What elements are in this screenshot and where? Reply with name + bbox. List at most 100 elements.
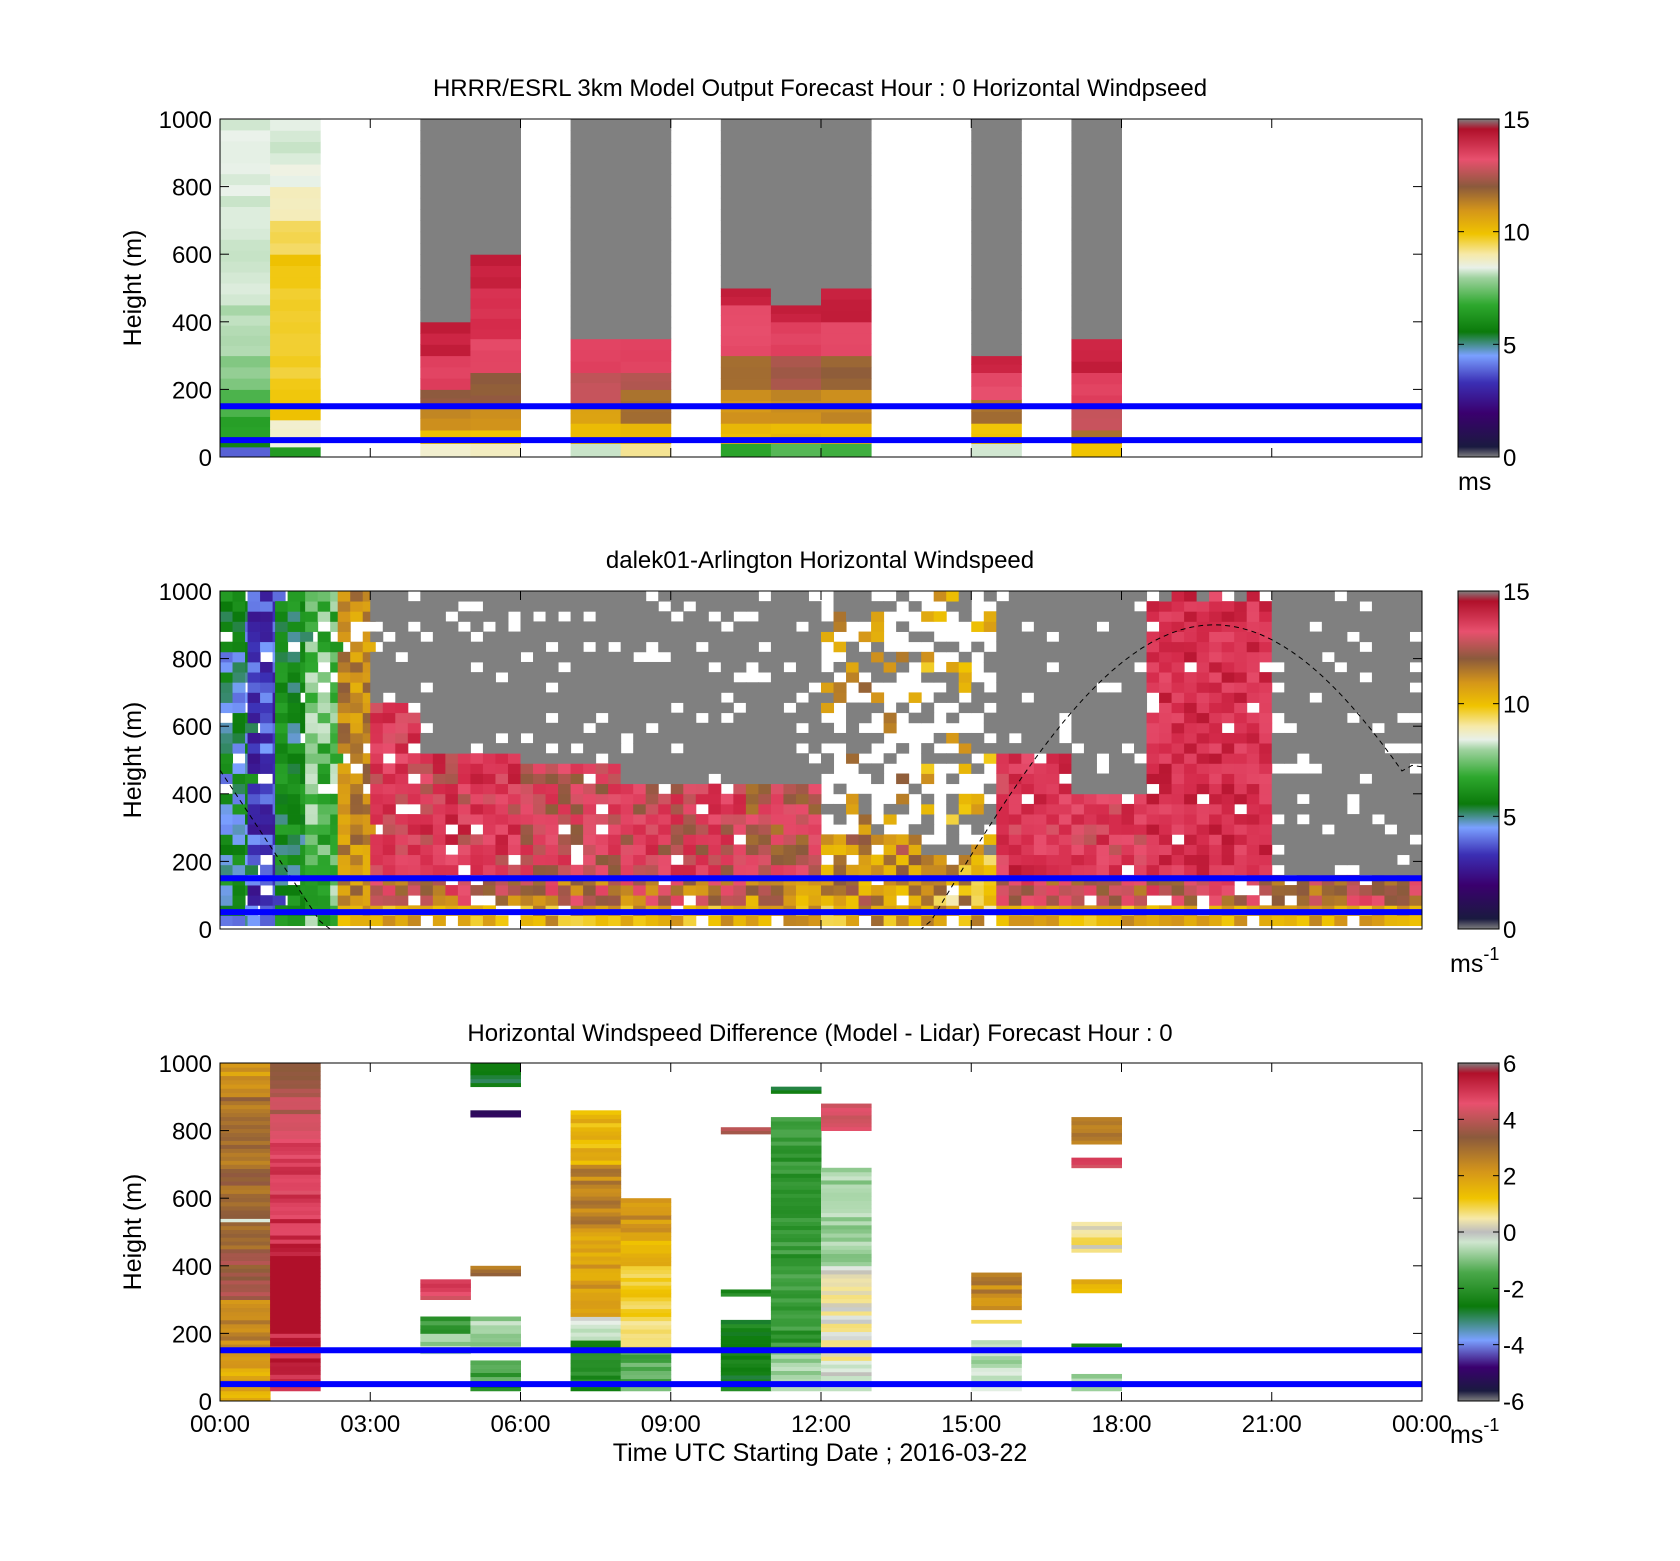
heatmap-cell xyxy=(420,1279,471,1284)
heatmap-cell xyxy=(420,333,471,345)
heatmap-cell xyxy=(220,206,271,218)
heatmap-cell xyxy=(382,621,396,632)
heatmap-cell xyxy=(247,692,261,703)
heatmap-cell xyxy=(683,915,697,927)
heatmap-cell xyxy=(808,743,822,754)
heatmap-cell xyxy=(1234,641,1248,653)
heatmap-cell xyxy=(846,793,860,805)
heatmap-cell xyxy=(1108,712,1122,724)
heatmap-cell xyxy=(821,1115,872,1120)
heatmap-cell xyxy=(1083,591,1097,602)
heatmap-cell xyxy=(247,651,261,663)
heatmap-cell xyxy=(305,753,319,764)
heatmap-cell xyxy=(220,1140,271,1145)
heatmap-cell xyxy=(220,1120,271,1126)
heatmap-cell xyxy=(921,672,935,683)
heatmap-cell xyxy=(1396,824,1410,835)
heatmap-cell xyxy=(1396,844,1410,856)
heatmap-cell xyxy=(871,732,885,744)
heatmap-cell xyxy=(595,844,609,856)
heatmap-cell xyxy=(770,1209,822,1214)
heatmap-cell xyxy=(821,1261,872,1267)
heatmap-cell xyxy=(1058,591,1072,602)
heatmap-cell xyxy=(247,854,261,866)
heatmap-cell xyxy=(733,844,747,856)
heatmap-cell xyxy=(570,732,584,744)
heatmap-cell xyxy=(1209,641,1223,653)
heatmap-cell xyxy=(670,672,684,683)
heatmap-cell xyxy=(1359,631,1373,643)
heatmap-cell xyxy=(720,753,734,764)
heatmap-cell xyxy=(220,1303,271,1309)
heatmap-cell xyxy=(1008,834,1022,845)
heatmap-cell xyxy=(1071,601,1085,612)
heatmap-area xyxy=(220,119,1422,458)
colorbar-tick-label: 2 xyxy=(1503,1164,1516,1191)
heatmap-cell xyxy=(871,854,885,866)
heatmap-cell xyxy=(1008,803,1022,815)
heatmap-cell xyxy=(317,885,331,896)
heatmap-cell xyxy=(445,621,459,632)
heatmap-cell xyxy=(720,651,734,663)
heatmap-cell xyxy=(1134,591,1148,602)
heatmap-cell xyxy=(846,743,860,754)
heatmap-cell xyxy=(305,702,319,714)
heatmap-cell xyxy=(1171,783,1185,795)
heatmap-cell xyxy=(420,885,434,896)
heatmap-cell xyxy=(1384,793,1398,805)
heatmap-cell xyxy=(1083,631,1097,643)
heatmap-cell xyxy=(287,712,301,724)
heatmap-cell xyxy=(758,722,772,734)
heatmap-cell xyxy=(470,288,521,299)
heatmap-cell xyxy=(583,793,597,805)
heatmap-cell xyxy=(382,591,396,602)
heatmap-cell xyxy=(770,1261,822,1267)
heatmap-cell xyxy=(1033,682,1047,693)
heatmap-cell xyxy=(1159,824,1173,835)
heatmap-cell xyxy=(1246,672,1260,683)
heatmap-cell xyxy=(695,631,709,643)
heatmap-cell xyxy=(470,1372,521,1378)
heatmap-cell xyxy=(758,661,772,673)
heatmap-cell xyxy=(821,1126,872,1131)
heatmap-cell xyxy=(570,392,622,404)
heatmap-cell xyxy=(533,601,547,612)
heatmap-cell xyxy=(720,119,772,131)
heatmap-cell xyxy=(1221,895,1235,906)
heatmap-cell xyxy=(432,722,446,734)
heatmap-cell xyxy=(350,591,364,602)
heatmap-cell xyxy=(670,864,684,876)
heatmap-cell xyxy=(908,834,922,845)
heatmap-cell xyxy=(720,803,734,815)
heatmap-cell xyxy=(670,814,684,825)
heatmap-cell xyxy=(1046,672,1060,683)
heatmap-cell xyxy=(558,702,572,714)
heatmap-cell xyxy=(1234,864,1248,876)
heatmap-cell xyxy=(1071,361,1122,373)
heatmap-cell xyxy=(495,743,509,754)
heatmap-cell xyxy=(220,119,271,131)
heatmap-cell xyxy=(275,712,289,724)
heatmap-cell xyxy=(545,732,559,744)
heatmap-cell xyxy=(821,1204,872,1210)
heatmap-cell xyxy=(846,591,860,602)
heatmap-cell xyxy=(683,732,697,744)
heatmap-cell xyxy=(770,1237,822,1243)
heatmap-cell xyxy=(1409,895,1423,906)
heatmap-cell xyxy=(570,250,622,263)
heatmap-cell xyxy=(670,834,684,845)
heatmap-cell xyxy=(1046,773,1060,785)
heatmap-cell xyxy=(470,1063,521,1068)
heatmap-cell xyxy=(958,651,972,663)
heatmap-cell xyxy=(821,411,872,424)
heatmap-cell xyxy=(770,732,784,744)
heatmap-cell xyxy=(220,824,234,835)
heatmap-cell xyxy=(1033,601,1047,612)
y-tick-label: 800 xyxy=(172,1119,212,1146)
heatmap-cell xyxy=(570,184,622,197)
heatmap-cell xyxy=(1121,915,1135,927)
heatmap-cell xyxy=(270,1341,321,1347)
heatmap-cell xyxy=(670,661,684,673)
heatmap-cell xyxy=(1371,591,1385,602)
heatmap-cell xyxy=(570,682,584,693)
